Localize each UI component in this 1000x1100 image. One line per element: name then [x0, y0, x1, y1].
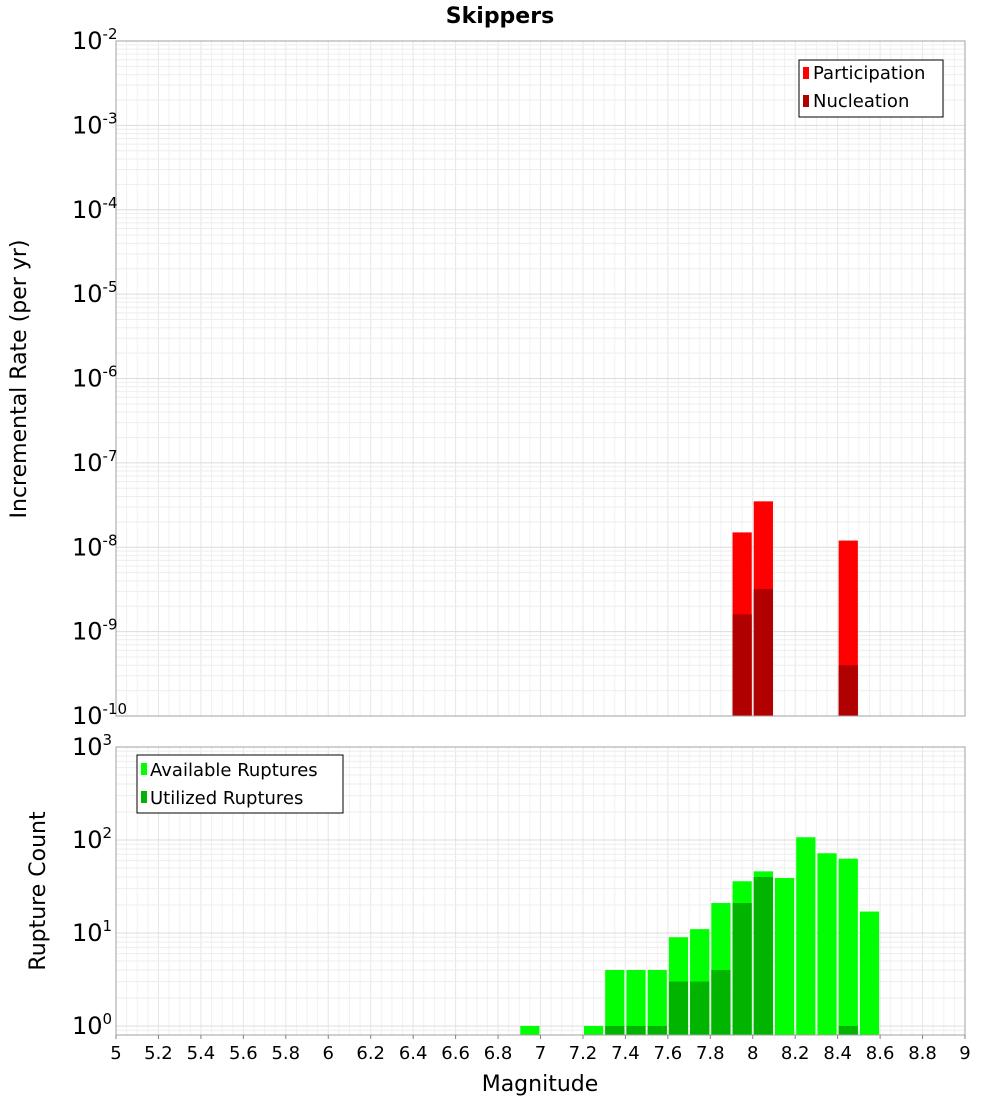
- count-bar-available-ruptures: [817, 853, 837, 1035]
- nucleation-legend-label: Nucleation: [813, 91, 909, 112]
- magnitude-x-axis-title: Magnitude: [482, 1072, 599, 1097]
- count-bar-utilized-ruptures: [690, 981, 710, 1035]
- x-tick-label: 8: [747, 1043, 758, 1064]
- utilized-legend-swatch: [141, 791, 147, 803]
- count-bar-available-ruptures: [859, 911, 880, 1035]
- x-tick-label: 5.2: [144, 1043, 173, 1064]
- count-y-tick-label: 101: [72, 917, 112, 947]
- count-y-tick-label: 102: [72, 824, 112, 854]
- rate-y-tick-label: 10-9: [72, 616, 118, 646]
- nucleation-legend-swatch: [803, 95, 809, 107]
- participation-legend-swatch: [803, 67, 809, 79]
- x-tick-label: 8.8: [908, 1043, 937, 1064]
- rate-y-tick-label: 10-8: [72, 531, 118, 561]
- rate-panel: 10-10 10-9 10-8 10-7 10-6 10-5 10-4 10-3 10-2 In…: [7, 25, 966, 730]
- count-bar-available-ruptures: [520, 1025, 540, 1035]
- count-bar-utilized-ruptures: [711, 969, 731, 1035]
- rate-bar-nucleation: [753, 589, 773, 716]
- x-tick-label: 7.4: [611, 1043, 640, 1064]
- count-bar-available-ruptures: [796, 837, 816, 1035]
- count-bars: [520, 837, 880, 1035]
- rate-y-tick-label: 10-7: [72, 447, 118, 477]
- count-bar-utilized-ruptures: [605, 1025, 625, 1035]
- x-tick-label: 5.6: [229, 1043, 258, 1064]
- count-bar-available-ruptures: [647, 969, 667, 1035]
- count-bar-utilized-ruptures: [647, 1025, 667, 1035]
- rate-y-tick-label: 10-2: [72, 25, 118, 55]
- x-tick-label: 6.2: [356, 1043, 385, 1064]
- chart-title: Skippers: [446, 4, 554, 29]
- rate-y-axis-title: Incremental Rate (per yr): [7, 240, 32, 519]
- x-tick-label: 7.8: [696, 1043, 725, 1064]
- magnitude-x-tick-labels: 5 5.2 5.4 5.6 5.8 6 6.2 6.4 6.6 6.8 7 7.2 7.4 7.6 7.8 8…: [110, 1035, 971, 1064]
- count-y-tick-label: 103: [72, 731, 112, 761]
- rate-y-tick-labels: 10-10 10-9 10-8 10-7 10-6 10-5 10-4 10-3 10-2: [72, 25, 127, 730]
- x-tick-label: 7.2: [569, 1043, 598, 1064]
- rate-legend: Participation Nucleation: [798, 59, 944, 118]
- x-tick-label: 6.8: [484, 1043, 513, 1064]
- x-tick-label: 7: [535, 1043, 546, 1064]
- x-tick-label: 9: [959, 1043, 970, 1064]
- count-bar-utilized-ruptures: [626, 1025, 646, 1035]
- x-tick-label: 5.4: [187, 1043, 216, 1064]
- count-bar-available-ruptures: [583, 1025, 604, 1035]
- count-y-tick-label: 100: [72, 1010, 112, 1040]
- x-tick-label: 5.8: [271, 1043, 300, 1064]
- rate-bars: [732, 501, 858, 716]
- count-y-axis-title: Rupture Count: [26, 811, 51, 971]
- count-legend: Available Ruptures Utilized Ruptures: [136, 754, 344, 814]
- rate-y-tick-label: 10-4: [72, 194, 118, 224]
- count-legend-box: [136, 754, 344, 814]
- rate-y-tick-label: 10-10: [72, 700, 127, 730]
- available-legend-swatch: [141, 763, 147, 775]
- count-bar-available-ruptures: [774, 878, 795, 1035]
- available-legend-label: Available Ruptures: [150, 760, 318, 781]
- x-tick-label: 8.6: [866, 1043, 895, 1064]
- x-tick-label: 7.6: [654, 1043, 683, 1064]
- count-bar-utilized-ruptures: [732, 903, 752, 1035]
- rate-plot-border: [115, 40, 966, 717]
- x-tick-label: 6.4: [399, 1043, 428, 1064]
- rate-y-tick-label: 10-3: [72, 109, 118, 139]
- utilized-legend-label: Utilized Ruptures: [150, 788, 303, 809]
- count-panel: 100 101 102 103 5 5.2 5.4 5.6 5.8 6 6.2 6.4 6.6 6.8 7…: [26, 731, 971, 1097]
- x-tick-label: 6.6: [441, 1043, 470, 1064]
- count-bar-utilized-ruptures: [753, 877, 773, 1035]
- rate-bar-nucleation: [838, 665, 858, 716]
- count-bar-available-ruptures: [626, 969, 646, 1035]
- rate-bar-nucleation: [732, 614, 752, 716]
- participation-legend-label: Participation: [813, 63, 925, 84]
- rate-legend-box: [798, 59, 944, 118]
- count-bar-utilized-ruptures: [668, 981, 689, 1035]
- count-y-tick-labels: 100 101 102 103: [72, 731, 112, 1040]
- rate-y-tick-label: 10-6: [72, 363, 118, 393]
- x-tick-label: 8.2: [781, 1043, 810, 1064]
- count-bar-available-ruptures: [605, 969, 625, 1035]
- rate-y-tick-label: 10-5: [72, 278, 118, 308]
- rate-gridlines: [115, 40, 966, 717]
- count-bar-utilized-ruptures: [838, 1025, 858, 1035]
- x-tick-label: 8.4: [823, 1043, 852, 1064]
- x-tick-label: 5: [110, 1043, 121, 1064]
- count-bar-available-ruptures: [838, 858, 858, 1035]
- x-tick-label: 6: [323, 1043, 334, 1064]
